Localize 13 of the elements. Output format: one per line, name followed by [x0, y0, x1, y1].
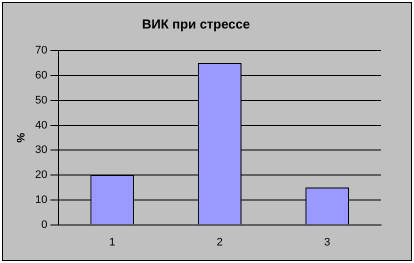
y-tick-label: 50: [35, 94, 48, 106]
x-tick-label: 2: [216, 236, 223, 248]
y-tick-label: 60: [35, 70, 48, 82]
y-axis-title: %: [16, 132, 28, 143]
x-tick-label: 3: [324, 236, 330, 248]
chart-title: ВИК при стрессе: [142, 16, 250, 32]
y-tick-label: 20: [35, 169, 48, 182]
y-tick-label: 70: [35, 44, 48, 57]
x-tick-label: 1: [109, 236, 116, 248]
y-tick-label: 0: [41, 218, 48, 231]
y-tick-label: 10: [35, 194, 48, 206]
y-tick-label: 30: [35, 144, 48, 156]
y-tick-label: 40: [35, 119, 48, 132]
